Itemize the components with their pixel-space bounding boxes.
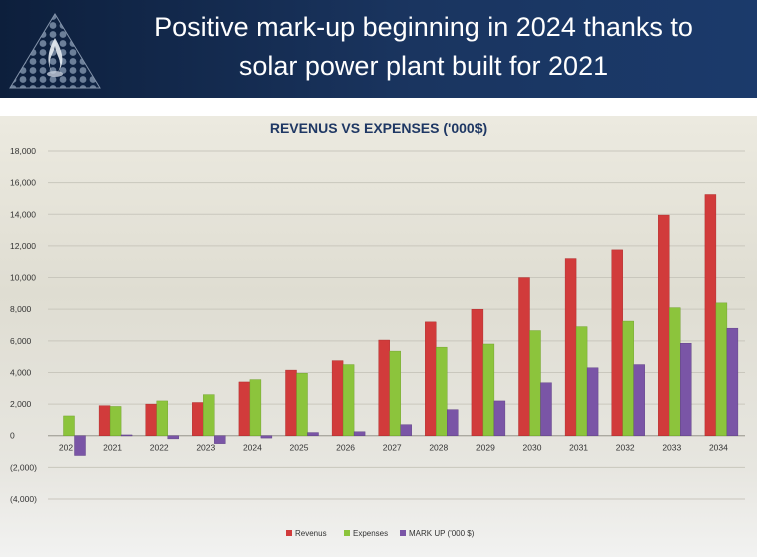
logo-icon bbox=[9, 13, 101, 89]
y-tick-label: (2,000) bbox=[10, 462, 37, 472]
y-tick-label: 18,000 bbox=[10, 146, 36, 156]
slide-title-line2: solar power plant built for 2021 bbox=[238, 51, 609, 81]
bar-expenses bbox=[203, 394, 215, 436]
bar-expenses bbox=[342, 364, 355, 436]
x-tick-label: 2032 bbox=[616, 443, 635, 453]
bar-revenus bbox=[192, 402, 204, 436]
bar-revenus bbox=[518, 277, 530, 436]
x-tick-label: 2027 bbox=[383, 443, 402, 453]
y-tick-label: 14,000 bbox=[10, 209, 36, 219]
bar-revenus bbox=[378, 339, 390, 436]
y-tick-label: 8,000 bbox=[10, 304, 32, 314]
bar-expenses bbox=[715, 302, 728, 436]
x-tick-label: 2025 bbox=[290, 443, 309, 453]
x-tick-label: 2031 bbox=[569, 443, 588, 453]
legend-swatch bbox=[400, 530, 406, 536]
x-tick-label: 2022 bbox=[150, 443, 169, 453]
y-tick-label: 16,000 bbox=[10, 178, 36, 188]
bar-mark bbox=[400, 424, 412, 436]
bar-mark bbox=[260, 435, 273, 439]
bar-revenus bbox=[331, 360, 344, 436]
y-tick-label: 6,000 bbox=[10, 336, 32, 346]
bar-mark bbox=[726, 327, 739, 436]
bar-mark bbox=[214, 435, 226, 444]
bar-mark bbox=[680, 342, 692, 436]
bar-revenus bbox=[471, 308, 484, 436]
bar-expenses bbox=[109, 406, 122, 436]
bar-mark bbox=[74, 435, 86, 456]
x-tick-label: 2030 bbox=[523, 443, 542, 453]
y-tick-label: 2,000 bbox=[10, 399, 32, 409]
slide-title-line1: Positive mark-up beginning in 2024 thank… bbox=[154, 12, 693, 42]
legend-label: Expenses bbox=[353, 529, 388, 538]
x-tick-label: 2023 bbox=[196, 443, 215, 453]
x-tick-label: 2026 bbox=[336, 443, 355, 453]
bar-revenus bbox=[611, 249, 623, 436]
x-tick-label: 2024 bbox=[243, 443, 262, 453]
bar-mark bbox=[586, 367, 599, 436]
bar-expenses bbox=[389, 350, 401, 436]
bar-mark bbox=[493, 400, 506, 436]
x-tick-label: 2034 bbox=[709, 443, 728, 453]
bar-expenses bbox=[529, 330, 541, 436]
bar-revenus bbox=[425, 321, 437, 436]
legend-label: Revenus bbox=[295, 529, 327, 538]
bar-mark bbox=[633, 364, 645, 436]
bar-mark bbox=[120, 434, 133, 437]
y-tick-label: 4,000 bbox=[10, 367, 32, 377]
bar-mark bbox=[353, 431, 366, 436]
bar-mark bbox=[447, 409, 459, 436]
y-tick-label: 0 bbox=[10, 431, 15, 441]
x-tick-label: 2028 bbox=[429, 443, 448, 453]
bar-mark bbox=[307, 432, 319, 436]
bar-expenses bbox=[482, 343, 495, 436]
bar-mark bbox=[540, 382, 552, 436]
bar-expenses bbox=[249, 379, 262, 436]
bar-revenus bbox=[704, 194, 717, 436]
bar-chart: 18,000 16,000 14,000 12,000 10,000 8,000 6,000… bbox=[10, 146, 745, 538]
x-tick-label: 2033 bbox=[662, 443, 681, 453]
bar-revenus bbox=[98, 405, 111, 436]
bar-expenses bbox=[436, 346, 448, 436]
bar-expenses bbox=[575, 326, 588, 436]
y-tick-label: (4,000) bbox=[10, 494, 37, 504]
x-tick-label: 2029 bbox=[476, 443, 495, 453]
x-tick-label: 202 bbox=[59, 443, 73, 453]
bar-expenses bbox=[669, 307, 681, 436]
bar-revenus bbox=[564, 258, 577, 436]
chart-title: REVENUS VS EXPENSES ('000$) bbox=[269, 120, 488, 136]
bar-revenus bbox=[145, 403, 157, 436]
title-banner: Positive mark-up beginning in 2024 thank… bbox=[0, 0, 757, 98]
y-tick-label: 10,000 bbox=[10, 273, 36, 283]
legend-label: MARK UP ('000 $) bbox=[409, 529, 475, 538]
bar-revenus bbox=[285, 369, 297, 436]
bar-revenus bbox=[238, 381, 251, 436]
y-tick-label: 12,000 bbox=[10, 241, 36, 251]
bar-expenses bbox=[622, 320, 634, 436]
bar-mark bbox=[167, 435, 179, 440]
slide-title: Positive mark-up beginning in 2024 thank… bbox=[100, 8, 747, 86]
bar-expenses bbox=[296, 373, 308, 436]
bar-revenus bbox=[658, 214, 670, 436]
bar-expenses bbox=[156, 400, 168, 436]
bar-expenses bbox=[63, 415, 75, 436]
x-tick-label: 2021 bbox=[103, 443, 122, 453]
legend-swatch bbox=[344, 530, 350, 536]
legend-swatch bbox=[286, 530, 292, 536]
